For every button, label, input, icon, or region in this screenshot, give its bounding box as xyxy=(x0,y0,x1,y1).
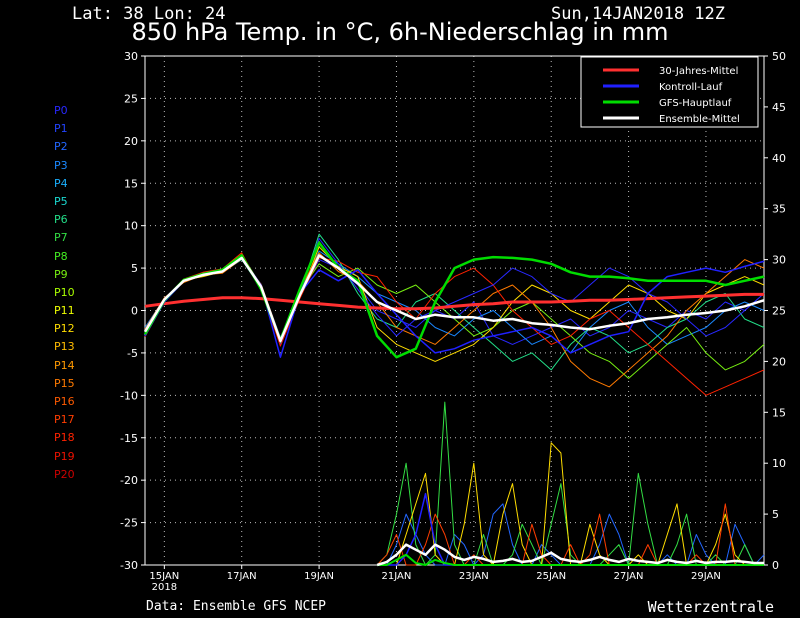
legend: 30-Jahres-Mittel Kontroll-Lauf GFS-Hauptla… xyxy=(580,56,759,128)
right-tick-label: 25 xyxy=(772,305,786,318)
legend-label: Kontroll-Lauf xyxy=(659,82,723,93)
x-tick-label: 19JAN xyxy=(304,571,334,582)
left-tick-label: 5 xyxy=(131,262,138,275)
brand-label: Wetterzentrale xyxy=(647,598,774,616)
gfs-precip-line xyxy=(377,553,764,566)
left-tick-label: -30 xyxy=(120,559,138,572)
left-tick-label: 20 xyxy=(124,135,138,148)
member-label: P11 xyxy=(54,304,75,318)
member-label: P16 xyxy=(54,395,75,408)
member-temp-line xyxy=(144,246,765,362)
left-tick-label: 0 xyxy=(131,305,138,318)
member-label: P4 xyxy=(54,176,68,190)
member-label: P2 xyxy=(54,140,68,154)
left-tick-label: -5 xyxy=(127,347,138,360)
member-label: P17 xyxy=(54,413,75,427)
left-tick-label: 30 xyxy=(124,50,138,63)
member-label: P8 xyxy=(54,249,68,263)
x-tick-label: 29JAN xyxy=(691,571,721,582)
left-tick-label: -15 xyxy=(120,432,138,445)
right-axis-ticks: 0 5 10 15 20 25 30 35 40 45 50 xyxy=(764,50,786,572)
right-tick-label: 5 xyxy=(772,508,779,521)
member-label: P3 xyxy=(54,158,68,172)
right-tick-label: 35 xyxy=(772,203,786,216)
right-tick-label: 20 xyxy=(772,355,786,368)
member-label: P7 xyxy=(54,231,68,245)
member-label: P0 xyxy=(54,104,68,117)
x-tick-label: 17JAN xyxy=(227,571,257,582)
location-label: Lat: 38 Lon: 24 xyxy=(72,4,226,24)
x-tick-label: 15JAN xyxy=(149,571,179,582)
member-label: P10 xyxy=(54,285,75,299)
member-temp-line xyxy=(144,237,765,341)
member-list: P0 P1 P2 P3 P4 P5 P6 P7 P8 P9 P10 P11 P12 P13 P14 P15 P1… xyxy=(54,102,75,484)
ensemble-precip-line xyxy=(376,543,764,567)
member-label: P19 xyxy=(54,449,75,463)
member-label: P15 xyxy=(54,376,75,390)
x-tick-label: 25JAN xyxy=(536,571,566,582)
main-series xyxy=(143,241,765,567)
chart-title: 850 hPa Temp. in °C, 6h-Niederschlag in … xyxy=(131,18,669,46)
right-tick-label: 30 xyxy=(772,254,786,267)
member-label: P9 xyxy=(54,267,68,281)
run-datetime: Sun,14JAN2018 12Z xyxy=(551,4,725,24)
right-tick-label: 50 xyxy=(772,50,786,63)
data-source: Data: Ensemble GFS NCEP xyxy=(146,599,327,614)
legend-label: GFS-Hauptlauf xyxy=(659,98,732,109)
member-label: P6 xyxy=(54,213,68,227)
left-tick-label: -25 xyxy=(120,517,138,530)
left-tick-label: 10 xyxy=(124,220,138,233)
x-tick-label: 27JAN xyxy=(614,571,644,582)
right-tick-label: 45 xyxy=(772,101,786,114)
member-precip-line xyxy=(376,503,764,566)
right-tick-label: 10 xyxy=(772,457,786,470)
member-label: P14 xyxy=(54,358,75,372)
left-tick-label: 25 xyxy=(124,92,138,105)
left-tick-label: 15 xyxy=(124,177,138,190)
right-tick-label: 0 xyxy=(772,559,779,572)
member-label: P1 xyxy=(54,122,68,136)
x-tick-label: 23JAN xyxy=(459,571,489,582)
member-label: P18 xyxy=(54,431,75,445)
climate-mean-line xyxy=(144,292,764,311)
ensemble-mean-line xyxy=(143,254,765,343)
legend-label: 30-Jahres-Mittel xyxy=(659,66,738,77)
x-tick-label: 21JAN xyxy=(382,571,412,582)
member-label: P5 xyxy=(54,194,68,208)
left-axis-ticks: -30 -25 -20 -15 -10 -5 0 5 10 15 20 25 30 xyxy=(120,50,145,572)
right-tick-label: 40 xyxy=(772,152,786,165)
member-label: P13 xyxy=(54,340,75,354)
member-precip-line xyxy=(377,503,765,566)
left-tick-label: -20 xyxy=(120,474,138,487)
member-label: P20 xyxy=(54,467,75,481)
member-temp-line xyxy=(144,252,765,388)
x-tick-sublabel: 2018 xyxy=(152,582,177,593)
member-label: P12 xyxy=(54,322,75,336)
legend-label: Ensemble-Mittel xyxy=(659,114,740,125)
left-tick-label: -10 xyxy=(120,389,138,402)
right-tick-label: 15 xyxy=(772,406,786,419)
